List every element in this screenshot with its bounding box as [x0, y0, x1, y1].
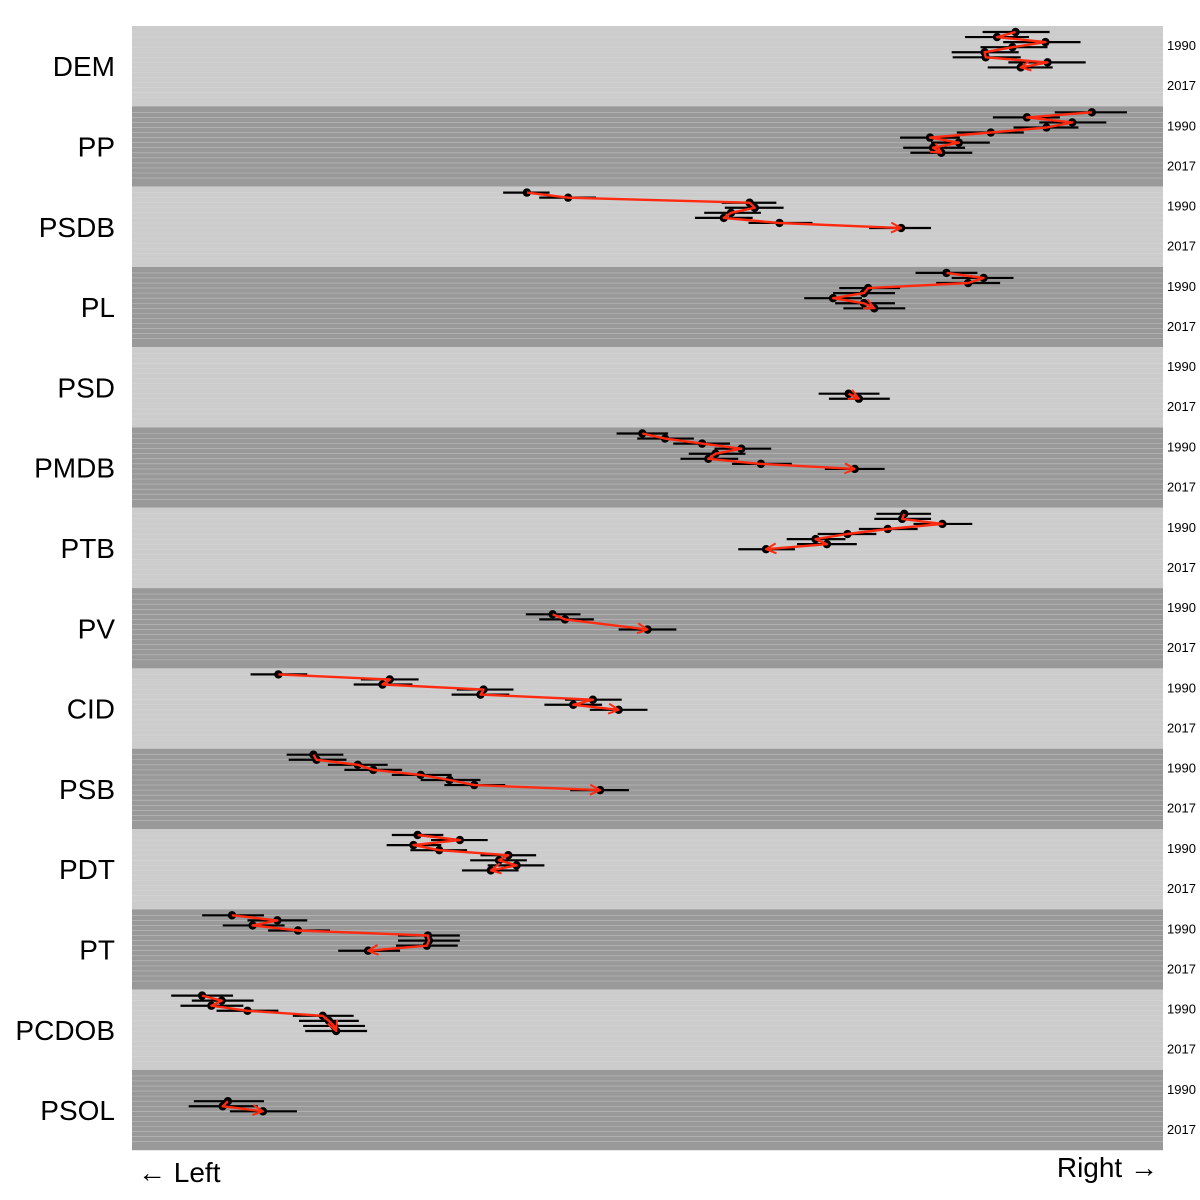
trajectory-arrow — [231, 914, 431, 950]
party-series-pdt — [386, 830, 545, 875]
party-series-pt — [202, 911, 460, 955]
band-psdb — [132, 186, 1163, 267]
year-start-label: 1990 — [1167, 921, 1196, 936]
year-start-label: 1990 — [1167, 279, 1196, 294]
year-start-label: 1990 — [1167, 1002, 1196, 1017]
year-end-label: 2017 — [1167, 640, 1196, 655]
party-series-ptb — [738, 509, 973, 554]
trajectory-arrow — [766, 513, 944, 549]
data-marks — [171, 27, 1127, 1116]
trajectory-arrow — [312, 754, 601, 790]
party-label-cid: CID — [67, 694, 115, 725]
year-end-label: 2017 — [1167, 399, 1196, 414]
band-psb — [132, 748, 1163, 829]
party-label-dem: DEM — [53, 51, 115, 82]
year-start-label: 1990 — [1167, 841, 1196, 856]
trajectory-arrow — [642, 432, 854, 469]
party-series-pmdb — [616, 429, 885, 473]
trajectory-arrow — [552, 613, 648, 629]
party-labels: DEM 1990 2017 PP 1990 2017 PSDB 1990 2017 PL 1990 2… — [15, 38, 1196, 1137]
year-end-label: 2017 — [1167, 239, 1196, 254]
year-end-label: 2017 — [1167, 78, 1196, 93]
party-series-pl — [804, 268, 1014, 313]
trajectory-arrow — [831, 271, 985, 308]
party-series-dem — [951, 27, 1086, 72]
x-axis-right-label: Right → — [1057, 1152, 1158, 1183]
party-bands — [132, 26, 1163, 1151]
year-end-label: 2017 — [1167, 881, 1196, 896]
year-start-label: 1990 — [1167, 680, 1196, 695]
year-start-label: 1990 — [1167, 118, 1196, 133]
year-start-label: 1990 — [1167, 600, 1196, 615]
trajectory-arrow — [849, 394, 859, 399]
year-end-label: 2017 — [1167, 158, 1196, 173]
year-end-label: 2017 — [1167, 961, 1196, 976]
party-label-pcdob: PCDOB — [15, 1015, 115, 1046]
party-series-cid — [250, 670, 648, 714]
party-label-psb: PSB — [59, 774, 115, 805]
party-label-pdt: PDT — [59, 854, 115, 885]
year-start-label: 1990 — [1167, 359, 1196, 374]
party-series-psb — [286, 750, 629, 795]
data-point — [413, 830, 422, 840]
trajectory-arrow — [221, 1100, 263, 1111]
year-start-label: 1990 — [1167, 38, 1196, 53]
band-cid — [132, 668, 1163, 749]
band-psol — [132, 1069, 1163, 1151]
data-point — [870, 304, 879, 313]
party-label-pmdb: PMDB — [34, 453, 115, 484]
party-series-psd — [818, 389, 890, 403]
party-label-psol: PSOL — [40, 1095, 115, 1126]
party-label-ptb: PTB — [61, 533, 115, 564]
year-end-label: 2017 — [1167, 319, 1196, 334]
year-start-label: 1990 — [1167, 440, 1196, 455]
year-end-label: 2017 — [1167, 801, 1196, 816]
year-end-label: 2017 — [1167, 560, 1196, 575]
trajectory-arrow — [412, 833, 518, 870]
data-point — [522, 188, 532, 197]
party-label-pp: PP — [78, 131, 115, 162]
data-point — [942, 268, 951, 278]
party-label-pv: PV — [78, 613, 116, 644]
party-label-pt: PT — [79, 934, 115, 965]
year-end-label: 2017 — [1167, 720, 1196, 735]
party-label-psdb: PSDB — [39, 212, 115, 243]
trajectory-arrow — [526, 191, 901, 228]
party-series-pv — [525, 610, 677, 634]
party-series-psol — [188, 1096, 297, 1116]
trajectory-arrow — [278, 673, 618, 709]
year-end-label: 2017 — [1167, 1122, 1196, 1137]
year-end-label: 2017 — [1167, 1042, 1196, 1057]
party-series-pcdob — [171, 991, 368, 1036]
year-start-label: 1990 — [1167, 520, 1196, 535]
party-label-psd: PSD — [57, 372, 115, 403]
year-end-label: 2017 — [1167, 480, 1196, 495]
x-axis-left-label: ← Left — [138, 1157, 221, 1188]
party-label-pl: PL — [81, 292, 115, 323]
band-ptb — [132, 507, 1163, 589]
party-series-psdb — [503, 188, 932, 232]
band-pcdob — [132, 989, 1163, 1070]
year-start-label: 1990 — [1167, 199, 1196, 214]
trajectory-arrow — [201, 994, 336, 1031]
year-start-label: 1990 — [1167, 1082, 1196, 1097]
trajectory-arrow — [928, 111, 1092, 153]
party-series-pp — [900, 108, 1127, 157]
trajectory-arrow — [983, 30, 1049, 67]
band-pdt — [132, 829, 1163, 910]
year-start-label: 1990 — [1167, 761, 1196, 776]
band-psd — [132, 347, 1163, 428]
